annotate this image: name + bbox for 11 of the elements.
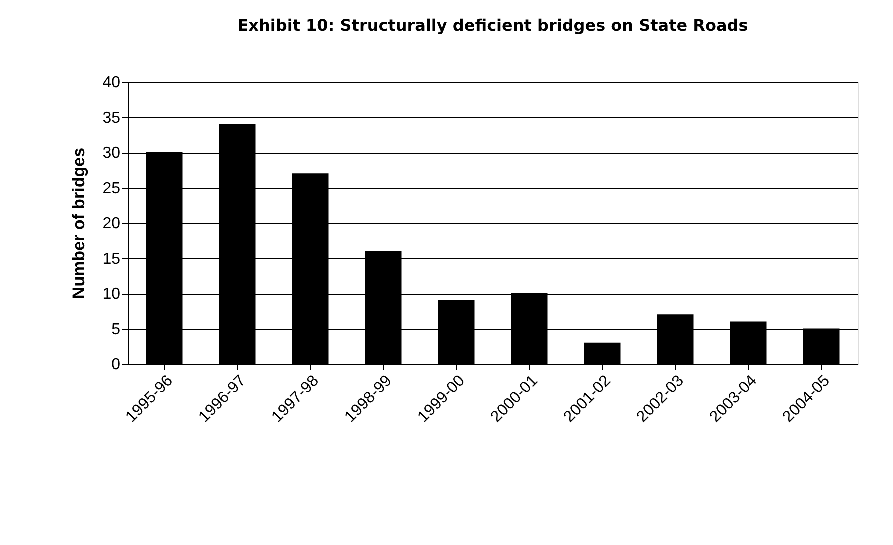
- y-tick-label: 25: [102, 180, 121, 198]
- y-tick-label: 0: [112, 356, 121, 374]
- y-tick-label: 20: [102, 216, 121, 232]
- chart-title: Exhibit 10: Structurally deficient bridges on State Roads: [238, 16, 748, 35]
- y-axis-title: Number of bridges: [70, 148, 89, 300]
- y-tick-label: 15: [102, 250, 121, 268]
- y-tick-label: 30: [102, 145, 121, 162]
- y-tick-label: 5: [112, 321, 121, 338]
- y-tick-label: 10: [102, 286, 121, 303]
- y-tick-label: 40: [102, 74, 121, 92]
- y-tick-label: 35: [102, 110, 121, 127]
